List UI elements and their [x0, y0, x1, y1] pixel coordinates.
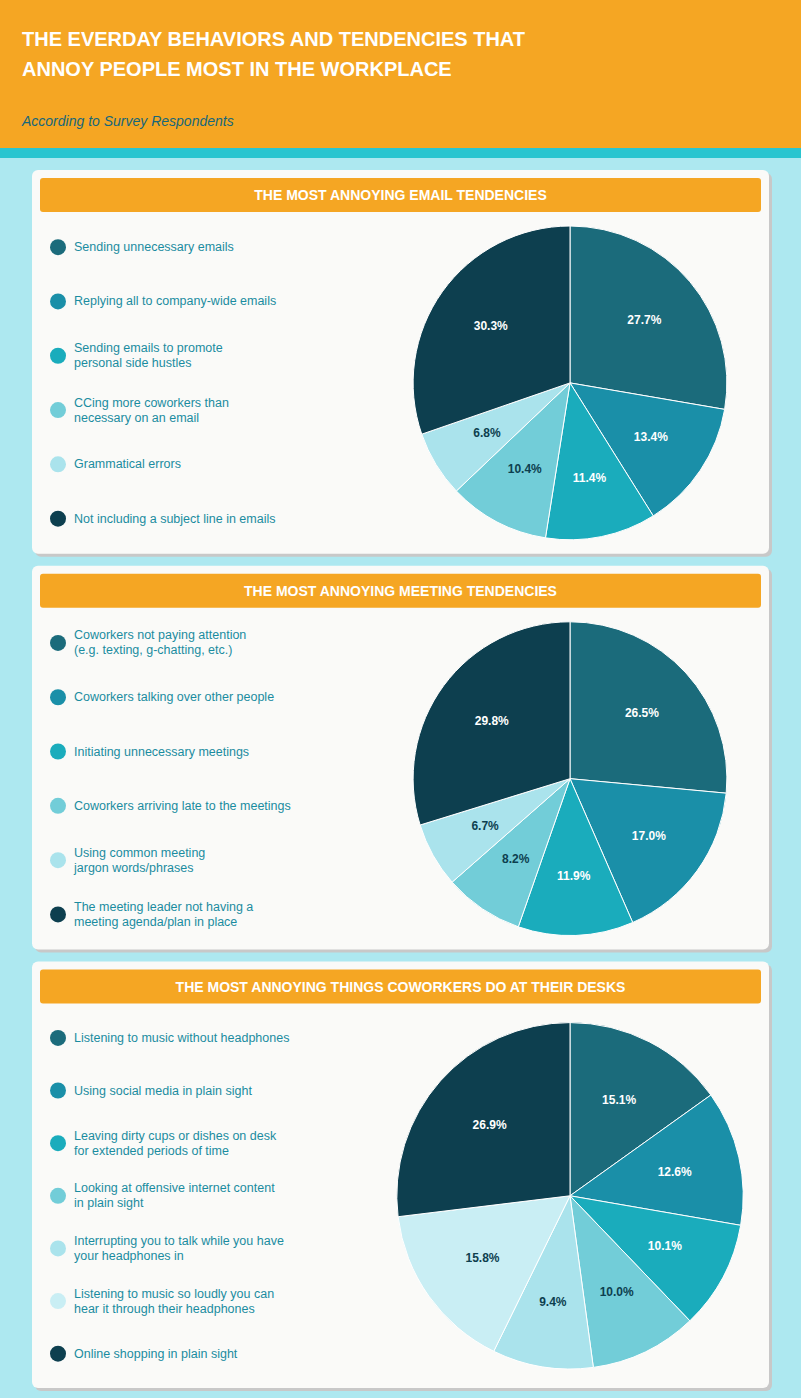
legend-entry: Leaving dirty cups or dishes on deskfor … — [74, 1129, 277, 1158]
pie-slice — [413, 622, 570, 825]
legend: Sending unnecessary emails Replying all t… — [50, 239, 276, 526]
pie-slice — [570, 226, 727, 409]
legend-entry: The meeting leader not having ameeting a… — [74, 900, 253, 929]
pie-labels: 27.7% 13.4% 11.4% 10.4% 6.8% 30.3% — [473, 313, 668, 485]
chart-card: THE MOST ANNOYING MEETING TENDENCIES 26.5… — [32, 566, 772, 953]
data-label: 13.4% — [634, 430, 668, 444]
data-label: 8.2% — [502, 852, 530, 866]
section-title-bar — [40, 970, 761, 1004]
data-label: 17.0% — [632, 829, 666, 843]
data-label: 26.5% — [625, 706, 659, 720]
card — [32, 962, 769, 1388]
title: THE EVERDAY BEHAVIORS AND TENDENCIES THA… — [22, 28, 525, 80]
chart-card: THE MOST ANNOYING EMAIL TENDENCIES 27.7% 1… — [32, 170, 772, 557]
pie — [413, 226, 727, 540]
legend-entry: Grammatical errors — [74, 457, 181, 471]
data-label: 11.4% — [573, 471, 607, 485]
data-label: 29.8% — [475, 714, 509, 728]
chart-title: THE MOST ANNOYING MEETING TENDENCIES — [244, 583, 557, 599]
legend-entry: CCing more coworkers thannecessary on an… — [74, 396, 229, 425]
data-label: 9.4% — [539, 1295, 567, 1309]
pie-labels: 26.5% 17.0% 11.9% 8.2% 6.7% 29.8% — [471, 706, 666, 883]
legend-swatch — [50, 1030, 66, 1046]
data-label: 10.0% — [600, 1285, 634, 1299]
legend-swatch — [50, 798, 66, 814]
legend-swatch — [50, 744, 66, 760]
card — [32, 566, 769, 950]
legend: Coworkers not paying attention(e.g. text… — [50, 628, 291, 928]
legend-entry: Listening to music so loudly you canhear… — [74, 1287, 274, 1316]
pie-slice — [413, 226, 570, 434]
data-label: 6.8% — [473, 426, 501, 440]
legend-entry: Sending emails to promotepersonal side h… — [74, 341, 223, 370]
pie-slice — [398, 1196, 570, 1351]
legend-swatch — [50, 1083, 66, 1099]
legend-swatch — [50, 1240, 66, 1256]
legend-entry: Initiating unnecessary meetings — [74, 745, 249, 759]
pie-slice — [570, 622, 727, 793]
section-title-bar — [40, 574, 761, 608]
legend-swatch — [50, 1346, 66, 1362]
legend-swatch — [50, 239, 66, 255]
legend-entry: Interrupting you to talk while you havey… — [74, 1234, 284, 1263]
legend-entry: Using common meetingjargon words/phrases — [73, 846, 205, 875]
data-label: 15.1% — [602, 1093, 636, 1107]
legend-swatch — [50, 456, 66, 472]
chart-title: THE MOST ANNOYING EMAIL TENDENCIES — [254, 187, 546, 203]
data-label: 6.7% — [471, 819, 499, 833]
data-label: 27.7% — [627, 313, 661, 327]
chart-title: THE MOST ANNOYING THINGS COWORKERS DO AT… — [176, 979, 626, 995]
legend-swatch — [50, 852, 66, 868]
legend-entry: Coworkers arriving late to the meetings — [74, 799, 291, 813]
pie — [413, 622, 727, 936]
legend-swatch — [50, 635, 66, 651]
legend-entry: Coworkers not paying attention(e.g. text… — [74, 628, 246, 657]
legend: Listening to music without headphones Usi… — [50, 1030, 289, 1362]
data-label: 10.1% — [648, 1239, 682, 1253]
legend-swatch — [50, 348, 66, 364]
background — [0, 0, 801, 1398]
legend-swatch — [50, 1188, 66, 1204]
legend-entry: Sending unnecessary emails — [74, 240, 234, 254]
data-label: 11.9% — [557, 869, 591, 883]
data-label: 30.3% — [474, 319, 508, 333]
pie — [397, 1023, 743, 1369]
legend-swatch — [50, 293, 66, 309]
header-band — [0, 0, 801, 148]
legend-entry: Replying all to company-wide emails — [74, 294, 276, 308]
legend-swatch — [50, 906, 66, 922]
legend-swatch — [50, 1135, 66, 1151]
legend-swatch — [50, 511, 66, 527]
chart-card: THE MOST ANNOYING THINGS COWORKERS DO AT… — [32, 962, 772, 1391]
legend-swatch — [50, 689, 66, 705]
data-label: 15.8% — [465, 1251, 499, 1265]
pie-labels: 15.1% 12.6% 10.1% 10.0% 9.4% 15.8% 26.9% — [465, 1093, 692, 1309]
data-label: 10.4% — [508, 462, 542, 476]
legend-entry: Online shopping in plain sight — [74, 1347, 238, 1361]
legend-entry: Listening to music without headphones — [74, 1031, 289, 1045]
legend-swatch — [50, 1293, 66, 1309]
section-title-bar — [40, 178, 761, 212]
pie-slice — [397, 1023, 570, 1217]
card — [32, 170, 769, 554]
legend-entry: Coworkers talking over other people — [74, 690, 274, 704]
legend-entry: Using social media in plain sight — [74, 1084, 252, 1098]
data-label: 12.6% — [658, 1165, 692, 1179]
subtitle: According to Survey Respondents — [21, 113, 234, 129]
legend-entry: Not including a subject line in emails — [74, 512, 276, 526]
infographic: THE EVERDAY BEHAVIORS AND TENDENCIES THA… — [0, 0, 801, 1398]
legend-swatch — [50, 402, 66, 418]
legend-entry: Looking at offensive internet contentin … — [74, 1181, 275, 1210]
header-stripe — [0, 148, 801, 158]
data-label: 26.9% — [473, 1118, 507, 1132]
